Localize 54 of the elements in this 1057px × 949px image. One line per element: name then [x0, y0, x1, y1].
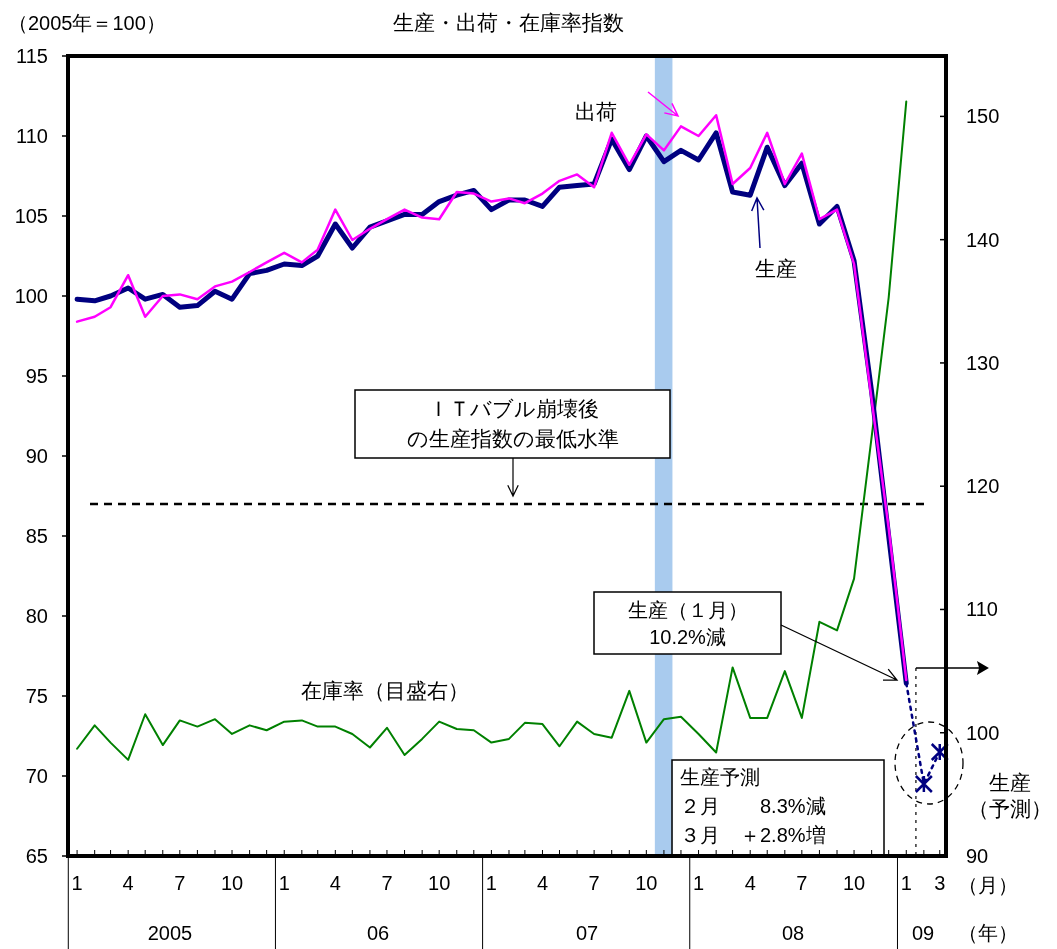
y-tick-label: 90: [25, 445, 48, 467]
chart-title: 生産・出荷・在庫率指数: [392, 11, 624, 34]
y-tick-label: 70: [25, 765, 48, 787]
x-tick-label: 1: [71, 872, 83, 894]
annotation: ３月 ＋2.8%増: [680, 824, 826, 846]
text: 07: [575, 922, 599, 944]
x-tick-label: 10: [220, 872, 244, 894]
y-tick-label: 95: [25, 365, 48, 387]
text: （年）: [958, 922, 1018, 944]
y-tick-label: 65: [25, 845, 48, 867]
legend-label: 出荷: [575, 100, 617, 123]
x-tick-label: 4: [536, 872, 549, 894]
x-tick-label: 10: [635, 872, 658, 894]
y2-tick-label: 110: [966, 598, 998, 621]
y2-tick-label: 90: [966, 845, 989, 867]
x-tick-label: 10: [428, 872, 451, 894]
y-tick-label: 110: [16, 125, 48, 147]
x-tick-label: 4: [744, 872, 756, 894]
x-tick-label: 7: [588, 872, 600, 894]
annotation: ２月 8.3%減: [680, 795, 826, 817]
text: 09: [911, 922, 935, 944]
y-tick-label: 75: [25, 685, 48, 707]
annotation: 生産予測: [680, 766, 760, 788]
y2-tick-label: 100: [966, 721, 1000, 744]
annotation: 生産（１月）10.2%減: [627, 599, 748, 648]
series-label: 生産: [755, 257, 797, 280]
x-tick-label: 1: [485, 872, 497, 894]
y-tick-label: 105: [14, 205, 48, 227]
y-tick-label: 85: [25, 525, 48, 547]
x-axis-title: （月）: [958, 874, 1018, 896]
y2-tick-label: 140: [966, 228, 1000, 251]
x-tick-label: 7: [381, 872, 393, 894]
text: 08: [781, 922, 805, 944]
x-tick-label: 3: [934, 872, 946, 894]
y2-tick-label: 130: [966, 351, 1000, 374]
text: 06: [366, 922, 390, 944]
x-tick-label: 4: [329, 872, 341, 894]
y-tick-label: 80: [25, 605, 48, 627]
y2-tick-label: 150: [966, 105, 1000, 128]
y-tick-label: 115: [16, 45, 48, 67]
x-tick-label: 1: [278, 872, 290, 894]
x-tick-label: 7: [174, 872, 186, 894]
x-tick-label: 4: [122, 872, 134, 894]
y-axis-title: （2005年＝100）: [8, 12, 166, 34]
x-tick-label: 7: [796, 872, 808, 894]
ref-line-label: ＩＴバブル崩壊後の生産指数の最低水準: [407, 397, 619, 450]
series-label: 在庫率（目盛右）: [301, 679, 469, 702]
x-tick-label: 10: [842, 872, 866, 894]
y-tick-label: 100: [14, 285, 48, 307]
series-label: 生産（予測）: [968, 771, 1052, 820]
x-tick-label: 1: [692, 872, 705, 894]
y2-tick-label: 120: [966, 475, 1000, 498]
x-tick-label: 1: [900, 872, 912, 894]
text: 2005: [147, 922, 193, 944]
